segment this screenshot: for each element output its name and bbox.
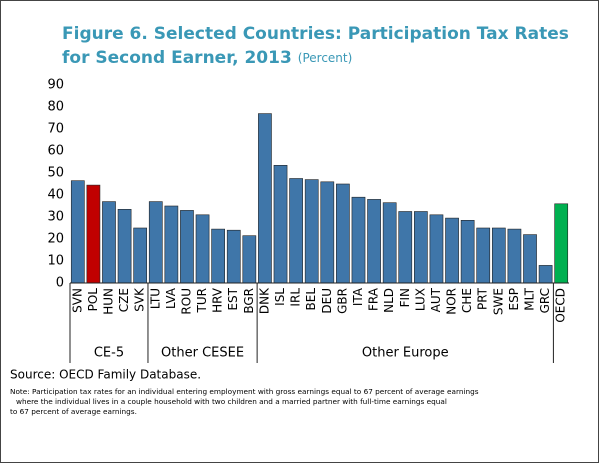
bar <box>491 227 506 284</box>
bar <box>70 180 85 284</box>
y-tick-label: 30 <box>47 210 64 225</box>
x-tick-label: ROU <box>179 288 193 315</box>
bar <box>367 199 381 284</box>
bar <box>117 209 132 284</box>
bar <box>195 214 210 284</box>
x-tick-label: ISL <box>273 288 287 306</box>
x-tick-label: HRV <box>211 287 225 313</box>
bar <box>429 214 444 284</box>
x-tick-label: EST <box>226 287 240 310</box>
y-tick-label: 50 <box>47 166 64 181</box>
bar <box>445 217 459 284</box>
group-label: Other Europe <box>362 346 449 361</box>
x-tick-label: ESP <box>507 288 521 310</box>
y-tick-label: 70 <box>47 122 64 137</box>
x-tick-label: HUN <box>101 288 115 315</box>
x-tick-label: NOR <box>445 288 459 315</box>
x-tick-label: GRC <box>538 288 552 313</box>
source: Source: OECD Family Database. <box>10 368 201 382</box>
bar <box>304 179 319 284</box>
x-tick-label: SVN <box>70 288 84 313</box>
bar <box>133 227 148 284</box>
bar <box>164 205 179 284</box>
x-tick-label: GBR <box>335 288 349 314</box>
chart-title: for Second Earner, 2013 <box>62 48 292 68</box>
group-label: Other CESEE <box>161 346 244 361</box>
bar <box>320 181 335 284</box>
y-tick-label: 40 <box>47 188 64 203</box>
x-tick-label: CZE <box>117 288 131 312</box>
bar <box>414 211 428 284</box>
x-tick-label: CHE <box>460 288 474 313</box>
chart-subtitle: (Percent) <box>298 51 353 65</box>
bar <box>476 227 491 284</box>
bar <box>258 113 272 284</box>
x-tick-label: NLD <box>382 288 396 313</box>
note: Note: Participation tax rates for an ind… <box>10 387 479 396</box>
x-tick-label: BEL <box>304 288 318 311</box>
bar <box>538 265 553 284</box>
bar <box>180 210 194 284</box>
y-tick-label: 10 <box>47 254 64 269</box>
bar <box>507 228 522 284</box>
x-tick-label: FIN <box>398 288 412 307</box>
bar <box>523 234 537 284</box>
y-tick-label: 80 <box>47 100 64 115</box>
group-label: CE-5 <box>94 346 124 361</box>
y-tick-label: 0 <box>56 276 64 291</box>
x-tick-label: SWE <box>491 288 505 315</box>
bar <box>289 178 303 284</box>
bar <box>351 196 366 284</box>
x-tick-label: DEU <box>320 288 334 314</box>
x-tick-label: LTU <box>148 288 162 309</box>
y-tick-label: 90 <box>47 78 64 93</box>
bar <box>554 203 569 284</box>
bar <box>273 165 288 284</box>
x-tick-label: POL <box>86 288 100 312</box>
x-tick-label: MLT <box>523 287 537 310</box>
bar <box>398 211 413 284</box>
bar <box>86 184 101 284</box>
x-tick-label: FRA <box>367 287 381 311</box>
y-tick-label: 60 <box>47 144 64 159</box>
x-tick-label: OECD <box>554 288 568 323</box>
x-tick-label: TUR <box>195 288 209 313</box>
y-tick-label: 20 <box>47 232 64 247</box>
bar <box>148 201 163 284</box>
x-tick-label: AUT <box>429 287 443 312</box>
bar <box>102 201 116 284</box>
x-tick-label: DNK <box>257 287 271 314</box>
x-tick-label: PRT <box>476 287 490 310</box>
x-tick-label: ITA <box>351 287 365 306</box>
note: where the individual lives in a couple h… <box>16 397 447 406</box>
chart-title: Figure 6. Selected Countries: Participat… <box>62 24 569 44</box>
bar <box>382 202 397 284</box>
chart-title: for Second Earner, 2013 (Percent) <box>62 48 352 68</box>
bar <box>226 229 241 284</box>
note: to 67 percent of average earnings. <box>10 407 137 416</box>
x-tick-label: BGR <box>242 288 256 314</box>
x-tick-label: SVK <box>133 287 147 312</box>
x-tick-label: IRL <box>289 288 303 307</box>
bar <box>336 183 350 284</box>
bar <box>242 235 257 284</box>
bar <box>460 220 475 284</box>
bar <box>211 228 225 284</box>
x-tick-label: LVA <box>164 287 178 309</box>
x-tick-label: LUX <box>413 288 427 311</box>
